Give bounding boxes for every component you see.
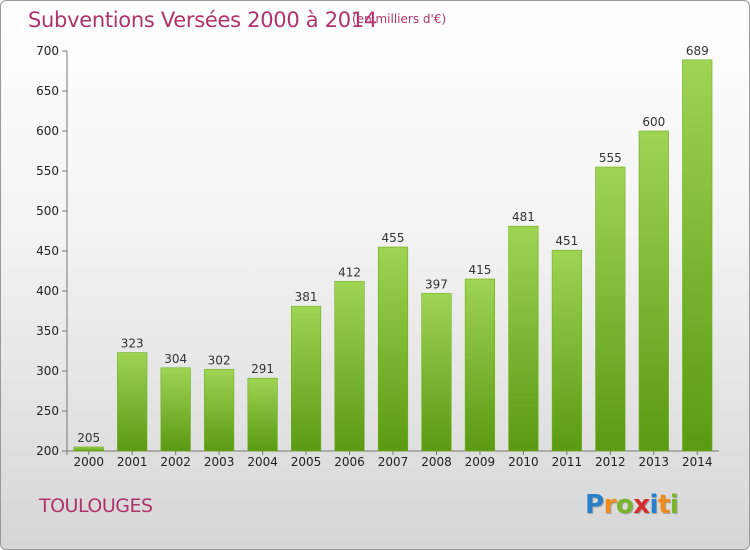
logo-letter: r xyxy=(603,490,617,520)
data-label: 481 xyxy=(512,210,535,224)
bar-2009 xyxy=(464,278,496,452)
x-tick-label: 2008 xyxy=(421,455,452,469)
bar-2004 xyxy=(247,377,278,452)
x-tick-label: 2011 xyxy=(552,455,583,469)
y-tick-label: 600 xyxy=(36,124,59,138)
y-tick-label: 350 xyxy=(36,324,59,338)
axes: 200 250 300 350 400 450 500 550 600 650 700 xyxy=(36,44,719,458)
x-tick-label: 2000 xyxy=(73,455,104,469)
logo-letter: t xyxy=(657,490,670,520)
bar-2011 xyxy=(551,249,582,452)
x-tick-label: 2005 xyxy=(291,455,322,469)
bar-2008 xyxy=(421,293,452,452)
data-label: 455 xyxy=(382,231,405,245)
y-tick-label: 200 xyxy=(36,444,59,458)
x-tick-label: 2002 xyxy=(160,455,191,469)
data-label: 415 xyxy=(468,263,491,277)
bar-2002 xyxy=(160,367,191,452)
x-tick-label: 2010 xyxy=(508,455,539,469)
logo-letter: i xyxy=(669,490,679,520)
data-label: 689 xyxy=(686,44,709,58)
y-tick-label: 400 xyxy=(36,284,59,298)
bar-2012 xyxy=(595,166,626,452)
data-label: 412 xyxy=(338,265,361,279)
y-tick-label: 700 xyxy=(36,44,59,58)
x-tick-label: 2013 xyxy=(639,455,670,469)
data-label: 451 xyxy=(555,234,578,248)
logo-letter: x xyxy=(633,490,650,520)
bar-2005 xyxy=(290,305,322,452)
labels: 2000 205 2001 323 2002 304 2003 302 2004 291 2005 3… xyxy=(73,44,712,469)
y-tick-label: 500 xyxy=(36,204,59,218)
logo-letter: i xyxy=(649,490,659,520)
commune-name: TOULOUGES xyxy=(39,495,153,517)
x-tick-label: 2007 xyxy=(378,455,409,469)
data-label: 304 xyxy=(164,352,187,366)
logo-letter: o xyxy=(615,490,634,520)
x-tick-label: 2014 xyxy=(682,455,713,469)
bar-2001 xyxy=(117,352,148,452)
data-label: 302 xyxy=(208,353,231,367)
x-tick-label: 2006 xyxy=(334,455,365,469)
x-tick-label: 2012 xyxy=(595,455,626,469)
x-tick-label: 2001 xyxy=(117,455,148,469)
logo-letter: P xyxy=(585,490,604,520)
proxiti-logo[interactable]: Proxiti xyxy=(585,490,679,520)
y-tick-label: 550 xyxy=(36,164,59,178)
chart-title: Subventions Versées 2000 à 2014 xyxy=(28,8,377,32)
bar-2006 xyxy=(334,281,365,452)
data-label: 291 xyxy=(251,362,274,376)
bar-2013 xyxy=(638,130,669,452)
y-tick-label: 250 xyxy=(36,404,59,418)
bar-2014 xyxy=(682,59,713,452)
y-tick-label: 650 xyxy=(36,84,59,98)
bar-2007 xyxy=(377,246,409,452)
y-tick-label: 450 xyxy=(36,244,59,258)
bar-2010 xyxy=(508,225,539,452)
x-tick-label: 2004 xyxy=(247,455,278,469)
data-label: 381 xyxy=(295,290,318,304)
data-label: 555 xyxy=(599,151,622,165)
data-label: 397 xyxy=(425,277,448,291)
data-label: 600 xyxy=(642,115,665,129)
bars xyxy=(73,59,713,452)
x-tick-label: 2009 xyxy=(465,455,496,469)
bar-2003 xyxy=(204,369,235,452)
chart-subtitle: (en milliers d'€) xyxy=(352,12,447,26)
data-label: 205 xyxy=(77,431,100,445)
x-tick-label: 2003 xyxy=(204,455,235,469)
data-label: 323 xyxy=(121,337,144,351)
y-tick-label: 300 xyxy=(36,364,59,378)
bar-2000 xyxy=(73,446,104,452)
